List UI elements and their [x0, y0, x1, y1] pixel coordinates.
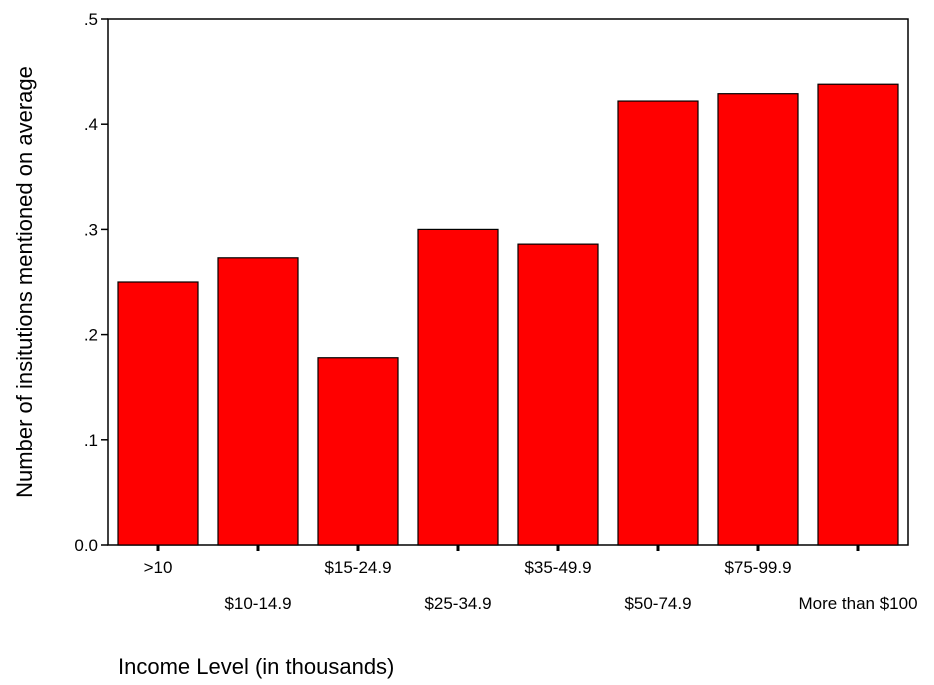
bar — [817, 83, 899, 546]
bar — [117, 281, 199, 546]
x-tick-label: $10-14.9 — [224, 594, 291, 613]
y-tick-label: .5 — [84, 10, 98, 29]
x-tick-label: $75-99.9 — [724, 558, 791, 577]
bars-group — [117, 83, 899, 546]
y-axis-title: Number of insitutions mentioned on avera… — [12, 66, 37, 498]
x-tick-label: More than $100 — [798, 594, 917, 613]
bar — [517, 243, 599, 546]
bar — [317, 357, 399, 546]
x-tick-label: $15-24.9 — [324, 558, 391, 577]
y-axis-ticks: 0.0 .1 .2 .3 .4 .5 — [74, 10, 108, 555]
y-tick-label: .2 — [84, 326, 98, 345]
bar — [217, 257, 299, 546]
y-tick-label: .1 — [84, 431, 98, 450]
x-axis-title: Income Level (in thousands) — [118, 654, 394, 679]
x-tick-label: $50-74.9 — [624, 594, 691, 613]
bar — [717, 93, 799, 546]
x-tick-label: >10 — [144, 558, 173, 577]
y-tick-label: .3 — [84, 220, 98, 239]
y-tick-label: .4 — [84, 115, 98, 134]
bar — [417, 228, 499, 546]
y-tick-label: 0.0 — [74, 536, 98, 555]
x-tick-label: $35-49.9 — [524, 558, 591, 577]
x-tick-label: $25-34.9 — [424, 594, 491, 613]
bar — [617, 100, 699, 546]
x-axis-ticks: >10 $10-14.9 $15-24.9 $25-34.9 $35-49.9 $50-7… — [144, 545, 918, 613]
